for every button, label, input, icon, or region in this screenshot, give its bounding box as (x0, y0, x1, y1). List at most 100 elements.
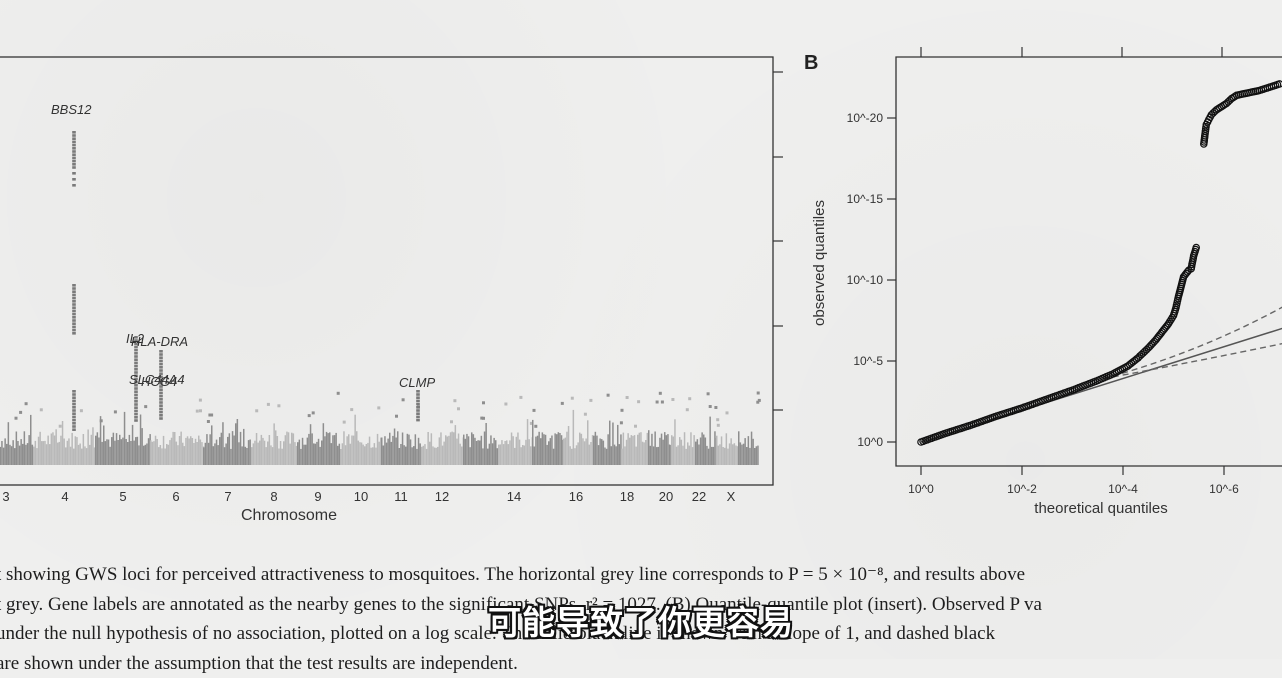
chromosome-point-column (571, 449, 573, 465)
chromosome-point-column (303, 445, 305, 465)
chromosome-point-column (693, 435, 695, 465)
manhattan-x-ticks: 3 4 5 6 7 8 9 10 11 12 14 16 18 20 22 X (2, 489, 735, 504)
snp-point (482, 417, 485, 420)
chromosome-point-column (482, 448, 484, 465)
chromosome-point-column (485, 423, 487, 465)
chromosome-point-column (20, 439, 22, 465)
chromosome-point-column (174, 432, 176, 465)
chromosome-point-column (68, 438, 70, 465)
chromosome-point-column (477, 440, 479, 465)
chromosome-point-column (443, 442, 445, 465)
chromosome-point-column (33, 447, 35, 465)
hit-column-clmp (416, 393, 420, 396)
chromosome-point-column (695, 442, 697, 465)
hit-column-chr4-lower (72, 303, 76, 306)
chromosome-point-column (726, 433, 728, 465)
hit-column-bbs12 (72, 163, 76, 166)
chromosome-point-column (411, 447, 413, 465)
chromosome-point-column (565, 438, 567, 465)
chromosome-point-column (323, 423, 325, 465)
manhattan-chromosome-points (0, 392, 761, 466)
chromosome-point-column (650, 446, 652, 465)
chromosome-point-column (391, 442, 393, 465)
chromosome-point-column (727, 449, 729, 465)
chromosome-point-column (46, 444, 48, 465)
qq-y-tick-label: 10^-20 (847, 111, 884, 125)
chromosome-point-column (461, 447, 463, 466)
chromosome-point-column (280, 441, 282, 465)
chromosome-point-column (503, 444, 505, 465)
chromosome-point-column (92, 427, 94, 465)
chromosome-point-column (684, 432, 686, 465)
chromosome-point-column (681, 440, 683, 465)
chromosome-point-column (568, 426, 570, 465)
hit-column-chr4-base (72, 416, 76, 419)
chromosome-point-column (519, 440, 521, 465)
chromosome-point-column (214, 443, 216, 465)
hit-column-chr4-lower (72, 332, 76, 335)
hit-column-chr4-lower (72, 287, 76, 290)
chromosome-point-column (407, 434, 409, 465)
chromosome-point-column (619, 444, 621, 465)
chromosome-point-column (484, 432, 486, 466)
chromosome-tick-label: 4 (61, 489, 68, 504)
snp-point (714, 406, 717, 409)
chromosome-point-column (432, 446, 434, 465)
chromosome-point-column (163, 436, 165, 465)
chromosome-point-column (81, 449, 83, 465)
chromosome-point-column (332, 435, 334, 465)
chromosome-point-column (285, 435, 287, 465)
chromosome-point-column (129, 435, 131, 465)
chromosome-tick-label: 10 (354, 489, 368, 504)
chromosome-point-column (224, 447, 226, 465)
hit-column-bbs12 (72, 153, 76, 156)
hit-column-il2 (134, 349, 138, 352)
chromosome-point-column (108, 440, 110, 466)
chromosome-point-column (448, 436, 450, 465)
chromosome-point-column (730, 438, 732, 465)
chromosome-tick-label: X (727, 489, 736, 504)
snp-point (621, 409, 624, 412)
chromosome-point-column (522, 445, 524, 465)
chromosome-point-column (25, 445, 27, 465)
chromosome-point-column (89, 445, 91, 465)
chromosome-point-column (653, 446, 655, 465)
chromosome-point-column (466, 434, 468, 465)
chromosome-point-column (517, 433, 519, 466)
chromosome-point-column (700, 438, 702, 466)
chromosome-point-column (607, 434, 609, 465)
chromosome-point-column (582, 438, 584, 465)
chromosome-point-column (598, 445, 600, 465)
chromosome-point-column (343, 431, 345, 465)
chromosome-point-column (455, 425, 457, 465)
chromosome-point-column (135, 437, 137, 465)
chromosome-point-column (615, 446, 617, 465)
chromosome-point-column (278, 449, 280, 466)
chromosome-point-column (757, 446, 759, 465)
snp-point (25, 402, 28, 405)
chromosome-tick-label: 8 (270, 489, 277, 504)
video-subtitle: 可能导致了你更容易 (0, 596, 1282, 644)
chromosome-point-column (634, 435, 636, 465)
chromosome-point-column (542, 432, 544, 465)
chromosome-point-column (664, 432, 666, 465)
chromosome-point-column (156, 439, 158, 465)
hit-column-bbs12 (72, 134, 76, 137)
chromosome-point-column (497, 448, 499, 465)
chromosome-point-column (492, 443, 494, 465)
manhattan-frame (0, 57, 773, 485)
chromosome-point-column (500, 444, 502, 465)
chromosome-point-column (201, 442, 203, 465)
chromosome-point-column (439, 437, 441, 465)
hit-column-il2 (134, 406, 138, 409)
chromosome-point-column (71, 433, 73, 465)
hit-column-chr4-lower (72, 290, 76, 293)
chromosome-point-column (171, 438, 173, 465)
chromosome-point-column (535, 437, 537, 465)
chromosome-point-column (127, 442, 129, 465)
chromosome-point-column (614, 445, 616, 465)
hit-column-bbs12 (72, 172, 76, 175)
chromosome-point-column (269, 435, 271, 465)
chromosome-point-column (254, 441, 256, 465)
chromosome-point-column (548, 441, 550, 465)
